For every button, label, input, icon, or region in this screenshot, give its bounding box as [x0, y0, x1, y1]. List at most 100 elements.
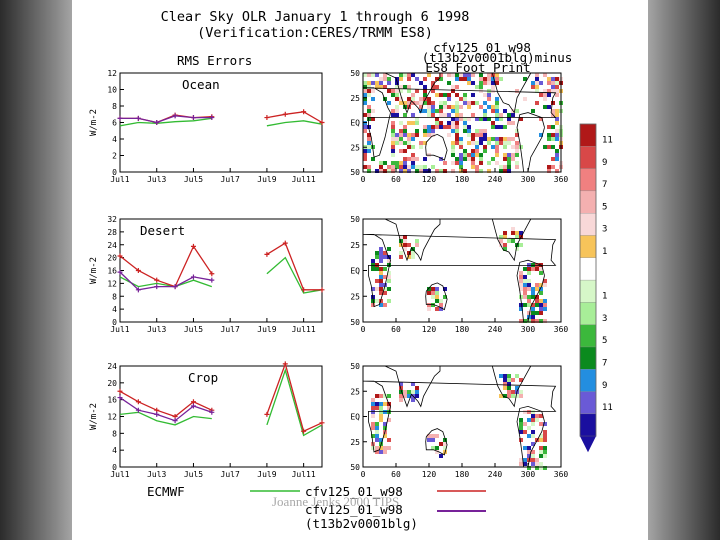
map-cell	[487, 137, 491, 141]
map-cell	[479, 117, 483, 121]
map-cell	[531, 295, 535, 299]
legend-t13-label-1: cfv125_01_w98	[305, 502, 403, 517]
map-x-tick-label: 60	[391, 470, 401, 479]
map-cell	[415, 390, 419, 394]
map-cell	[383, 402, 387, 406]
y-tick-label: 24	[107, 241, 117, 250]
map-cell	[403, 394, 407, 398]
map-cell	[411, 113, 415, 117]
map-cell	[367, 81, 371, 85]
map-cell	[511, 145, 515, 149]
map-cell	[531, 311, 535, 315]
map-cell	[395, 85, 399, 89]
map-cell	[555, 113, 559, 117]
y-tick-label: 12	[107, 279, 117, 288]
map-cell	[423, 93, 427, 97]
map-cell	[371, 422, 375, 426]
map-cell	[507, 165, 511, 169]
map-cell	[459, 165, 463, 169]
map-cell	[463, 77, 467, 81]
map-cell	[375, 299, 379, 303]
map-cell	[531, 303, 535, 307]
map-cell	[439, 73, 443, 77]
map-cell	[527, 426, 531, 430]
coastline	[491, 218, 532, 262]
map-cell	[395, 141, 399, 145]
map-cell	[435, 291, 439, 295]
map-cell	[367, 117, 371, 121]
map-cell	[419, 97, 423, 101]
map-cell	[375, 247, 379, 251]
map-cell	[531, 418, 535, 422]
map-cell	[483, 137, 487, 141]
map-cell	[487, 93, 491, 97]
map-cell	[411, 165, 415, 169]
x-tick-label: Jul7	[221, 470, 240, 479]
map-cell	[555, 133, 559, 137]
map-cell	[403, 113, 407, 117]
map-y-tick-label: 25	[350, 241, 360, 250]
map-cell	[555, 117, 559, 121]
map-cell	[479, 133, 483, 137]
map-cell	[443, 169, 447, 173]
map-cell	[375, 81, 379, 85]
map-cell	[431, 303, 435, 307]
map-cell	[379, 446, 383, 450]
map-cell	[451, 137, 455, 141]
map-cell	[435, 85, 439, 89]
map-cell	[503, 390, 507, 394]
map-x-tick-label: 0	[361, 470, 366, 479]
map-cell	[427, 133, 431, 137]
map-cell	[407, 251, 411, 255]
map-cell	[435, 434, 439, 438]
map-cell	[495, 145, 499, 149]
map-cell	[491, 125, 495, 129]
map-cell	[391, 121, 395, 125]
map-cell	[387, 418, 391, 422]
map-cell	[431, 113, 435, 117]
map-cell	[363, 93, 367, 97]
map-cell	[371, 414, 375, 418]
map-cell	[379, 169, 383, 173]
map-cell	[455, 77, 459, 81]
map-cell	[391, 109, 395, 113]
map-cell	[547, 77, 551, 81]
map-cell	[391, 141, 395, 145]
map-cell	[407, 77, 411, 81]
map-cell	[379, 255, 383, 259]
map-cell	[379, 402, 383, 406]
map-cell	[407, 165, 411, 169]
map-cell	[463, 101, 467, 105]
map-cell	[519, 279, 523, 283]
map-cell	[523, 275, 527, 279]
map-cell	[391, 149, 395, 153]
map-cell	[383, 77, 387, 81]
map-cell	[431, 89, 435, 93]
figure: Clear Sky OLR January 1 through 6 1998 (…	[89, 9, 613, 531]
map-cell	[407, 169, 411, 173]
map-cell	[459, 77, 463, 81]
map-cell	[483, 113, 487, 117]
map-cell	[411, 239, 415, 243]
map-cell	[439, 109, 443, 113]
map-cell	[435, 117, 439, 121]
map-cell	[511, 153, 515, 157]
map-cell	[519, 430, 523, 434]
map-cell	[407, 390, 411, 394]
slide: Clear Sky OLR January 1 through 6 1998 (…	[72, 0, 648, 540]
map-cell	[515, 247, 519, 251]
map-cell	[451, 109, 455, 113]
map-cell	[443, 295, 447, 299]
map-cell	[427, 101, 431, 105]
y-tick-label: 0	[112, 463, 117, 472]
map-cell	[499, 227, 503, 231]
map-cell	[547, 133, 551, 137]
map-cell	[499, 374, 503, 378]
map-cell	[383, 251, 387, 255]
data-point	[117, 388, 123, 394]
map-cell	[439, 93, 443, 97]
map-cell	[379, 291, 383, 295]
map-cell	[407, 137, 411, 141]
map-cell	[399, 394, 403, 398]
map-cell	[543, 446, 547, 450]
